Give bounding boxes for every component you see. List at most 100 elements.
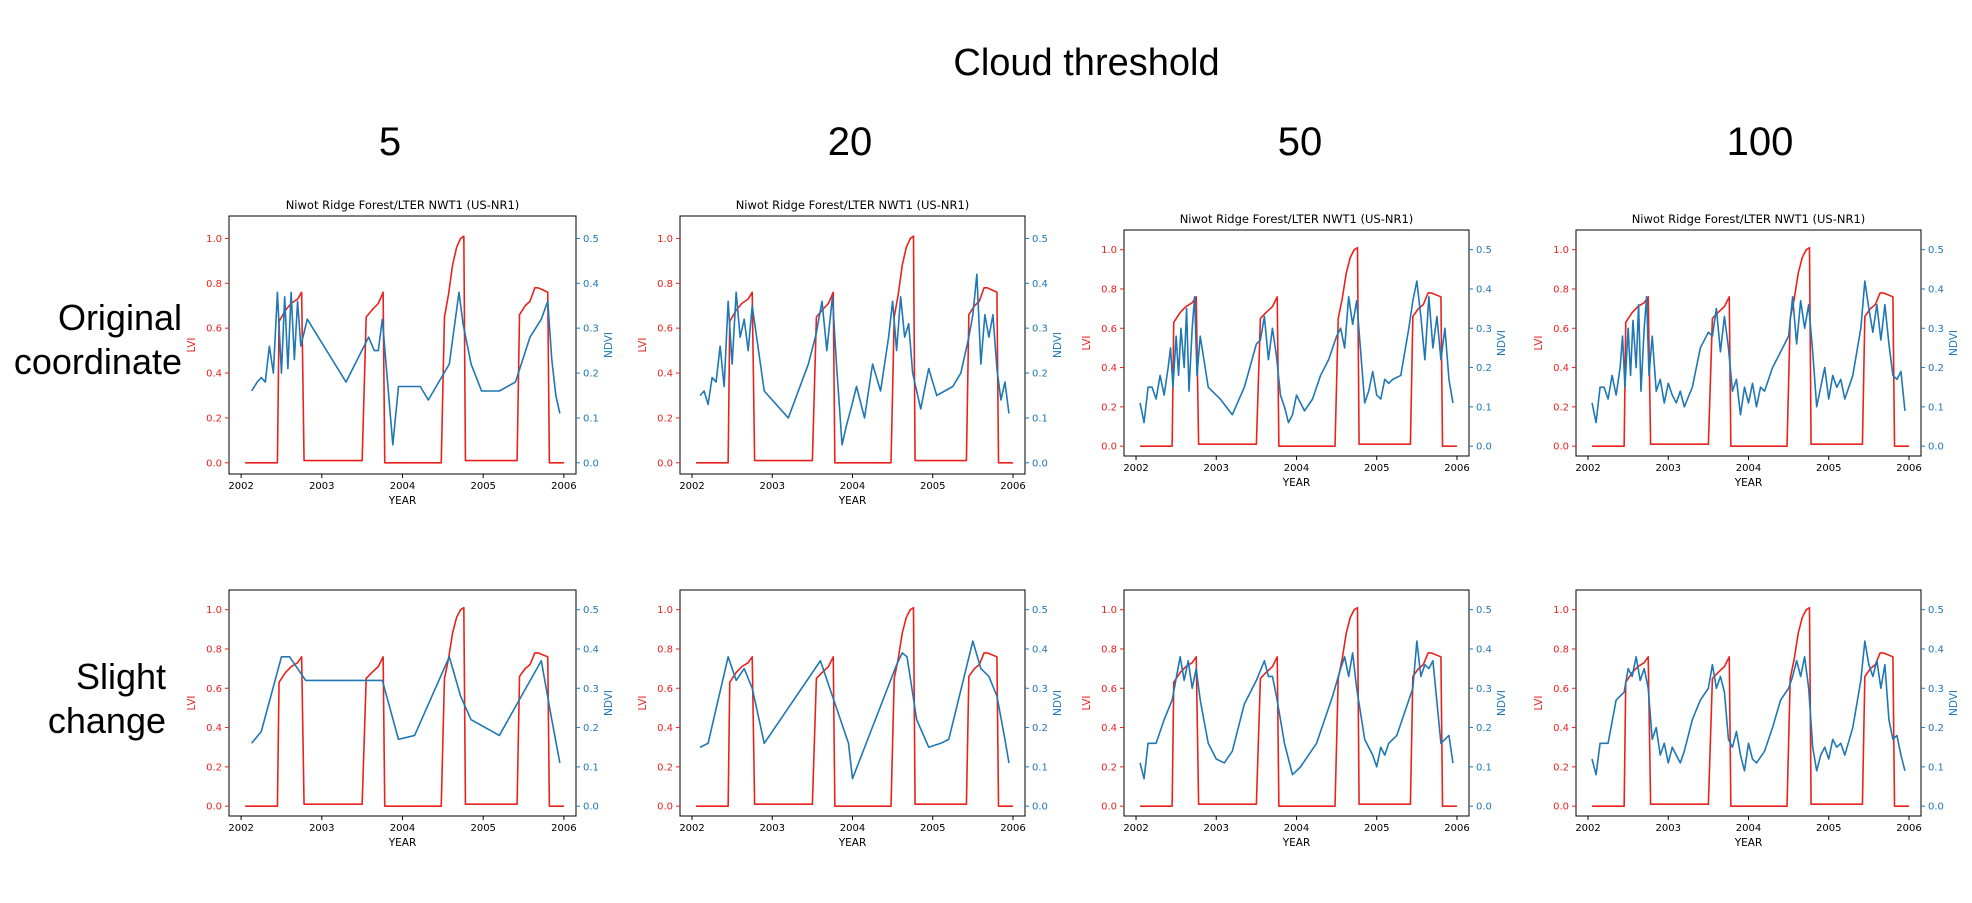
y2-axis-label: NDVI [1496,330,1508,356]
lvi-line [696,606,1013,807]
y-axis-label: LVI [1533,336,1545,351]
x-tick-label: 2005 [920,481,945,492]
x-axis-label: YEAR [1282,837,1311,849]
y2-tick-label: 0.3 [583,684,599,695]
y-tick-label: 0.4 [1101,723,1117,734]
ndvi-line [250,291,561,446]
y-tick-label: 0.0 [657,802,673,813]
x-axis-label: YEAR [1282,477,1311,489]
y-axis-label: LVI [637,338,649,353]
row-header-line: coordinate [13,341,182,382]
ndvi-line [1591,640,1906,776]
y2-tick-label: 0.1 [583,413,599,424]
y-tick-label: 1.0 [206,605,222,616]
y2-tick-label: 0.3 [1928,324,1944,335]
y-tick-label: 0.2 [1553,762,1569,773]
x-tick-label: 2005 [470,823,495,834]
lvi-line [1592,606,1909,807]
x-tick-label: 2006 [1896,463,1921,474]
y2-tick-label: 0.1 [1476,402,1492,413]
plot-area: 2002 2003 2004 2005 2006 0.0 0.2 0.4 0.6 0.8 1.0 0.… [637,198,1064,507]
y2-tick-label: 0.2 [583,369,599,380]
y-tick-label: 0.0 [1553,802,1569,813]
ndvi-line [699,273,1010,446]
row-header-line: Slight [75,656,166,697]
x-tick-label: 2005 [1816,823,1841,834]
x-tick-label: 2002 [1575,823,1600,834]
axes-frame [1575,589,1922,817]
y-tick-label: 0.4 [657,723,673,734]
ndvi-line [1139,280,1454,424]
y-tick-label: 0.6 [1553,324,1569,335]
y2-tick-label: 0.4 [1032,644,1048,655]
axes-frame [679,589,1026,817]
row-header-line: Original [57,297,182,338]
x-tick-label: 2006 [551,823,576,834]
y2-tick-label: 0.4 [1476,284,1492,295]
x-tick-label: 2002 [1575,463,1600,474]
y-tick-label: 0.6 [1101,684,1117,695]
x-tick-label: 2004 [1284,463,1309,474]
axes-frame [228,589,577,817]
y-tick-label: 0.2 [657,413,673,424]
y-tick-label: 0.8 [1553,284,1569,295]
x-tick-label: 2003 [309,481,334,492]
y2-tick-label: 0.5 [1032,605,1048,616]
ndvi-line [1139,640,1454,780]
y-tick-label: 0.6 [657,324,673,335]
x-axis-label: YEAR [388,837,417,849]
y2-tick-label: 0.1 [1928,402,1944,413]
axes-frame [1123,589,1470,817]
plot-area: 2002 2003 2004 2005 2006 0.0 0.2 0.4 0.6 0.8 1.0 0.… [637,589,1064,849]
x-tick-label: 2004 [1736,463,1761,474]
column-header-100: 100 [1726,120,1794,164]
y2-tick-label: 0.4 [1476,644,1492,655]
x-tick-label: 2006 [551,481,576,492]
y2-tick-label: 0.5 [583,605,599,616]
y2-tick-label: 0.2 [1476,723,1492,734]
y2-tick-label: 0.2 [1032,369,1048,380]
y2-tick-label: 0.3 [1032,324,1048,335]
y-tick-label: 0.8 [1101,284,1117,295]
y-tick-label: 0.0 [206,458,222,469]
plot-area: 2002 2003 2004 2005 2006 0.0 0.2 0.4 0.6 0.8 1.0 0.… [1533,212,1960,489]
y-tick-label: 1.0 [657,605,673,616]
y2-tick-label: 0.1 [1476,762,1492,773]
x-tick-label: 2005 [470,481,495,492]
lvi-line [1140,606,1457,807]
y2-tick-label: 0.4 [1928,284,1944,295]
y-tick-label: 0.8 [657,279,673,290]
y-tick-label: 0.2 [1101,762,1117,773]
y2-tick-label: 0.5 [1032,234,1048,245]
y-tick-label: 1.0 [206,234,222,245]
ndvi-line [1591,280,1906,424]
lvi-line [245,606,564,807]
x-tick-label: 2006 [1896,823,1921,834]
chart-title: Niwot Ridge Forest/LTER NWT1 (US-NR1) [286,198,520,212]
x-tick-label: 2006 [1444,463,1469,474]
y2-tick-label: 0.3 [1476,684,1492,695]
y2-tick-label: 0.5 [1476,245,1492,256]
y-axis-label: LVI [1533,696,1545,711]
y2-axis-label: NDVI [603,332,615,358]
x-tick-label: 2003 [1204,823,1229,834]
x-axis-label: YEAR [838,495,867,507]
x-tick-label: 2002 [679,823,704,834]
ndvi-line [699,640,1010,780]
y-tick-label: 0.4 [657,369,673,380]
y2-tick-label: 0.3 [1928,684,1944,695]
y-tick-label: 0.8 [206,279,222,290]
x-tick-label: 2005 [1816,463,1841,474]
y-tick-label: 0.6 [206,324,222,335]
y2-tick-label: 0.0 [1032,458,1048,469]
y2-tick-label: 0.0 [583,802,599,813]
x-axis-label: YEAR [1734,837,1763,849]
y2-tick-label: 0.3 [1476,324,1492,335]
plot-area: 2002 2003 2004 2005 2006 0.0 0.2 0.4 0.6 0.8 1.0 0.… [1081,212,1508,489]
plot-area: 2002 2003 2004 2005 2006 0.0 0.2 0.4 0.6 0.8 1.0 0.… [186,198,615,507]
y-axis-label: LVI [637,696,649,711]
y-tick-label: 0.0 [1101,802,1117,813]
y2-tick-label: 0.1 [583,762,599,773]
axes-frame [679,215,1026,475]
x-tick-label: 2004 [1736,823,1761,834]
